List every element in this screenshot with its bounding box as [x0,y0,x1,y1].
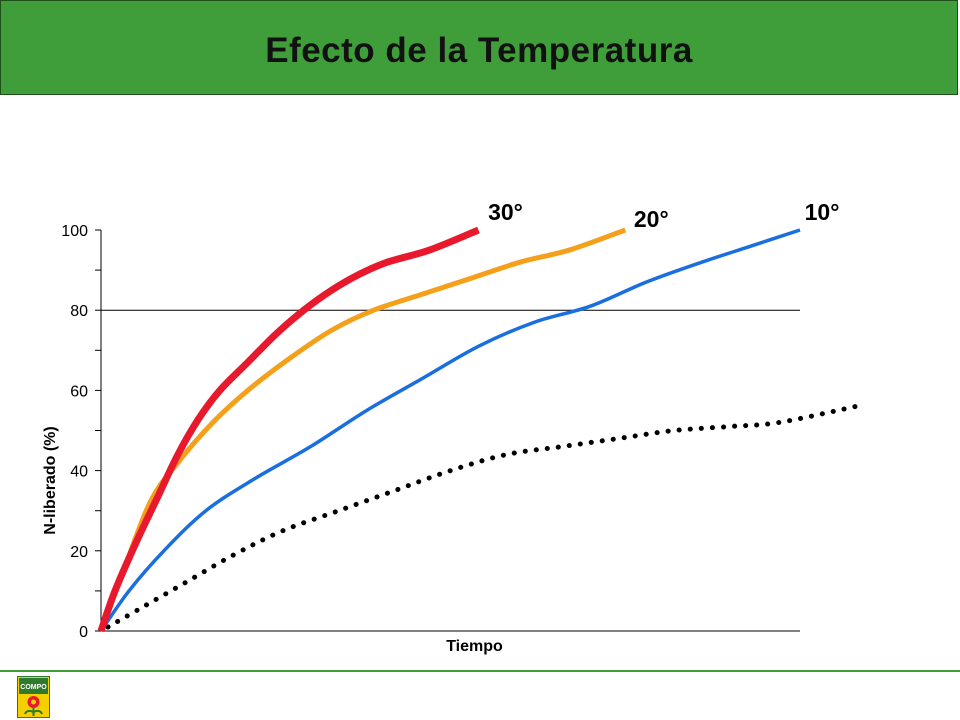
compo-logo-icon: COMPO [17,676,50,718]
series-line-1 [98,227,627,632]
y-axis-label: N-liberado (%) [42,426,59,534]
logo-text: COMPO [20,684,47,691]
y-tick-label: 0 [79,624,88,641]
series-label-2: 10° [805,199,840,225]
series-line-2 [99,228,801,633]
y-tick-label: 60 [70,383,88,400]
series-label-1: 20° [634,206,669,232]
y-tick-label: 40 [70,464,88,481]
series-line-0 [97,226,480,633]
y-tick-label: 80 [70,303,88,320]
footer-divider [0,670,960,672]
y-tick-label: 20 [70,544,88,561]
series-line-3 [105,403,859,630]
series-label-0: 30° [488,199,523,225]
y-tick-label: 100 [61,223,88,240]
page-title: Efecto de la Temperatura [265,31,693,70]
title-banner: Efecto de la Temperatura [0,0,958,95]
x-axis-label: Tiempo [446,638,503,655]
